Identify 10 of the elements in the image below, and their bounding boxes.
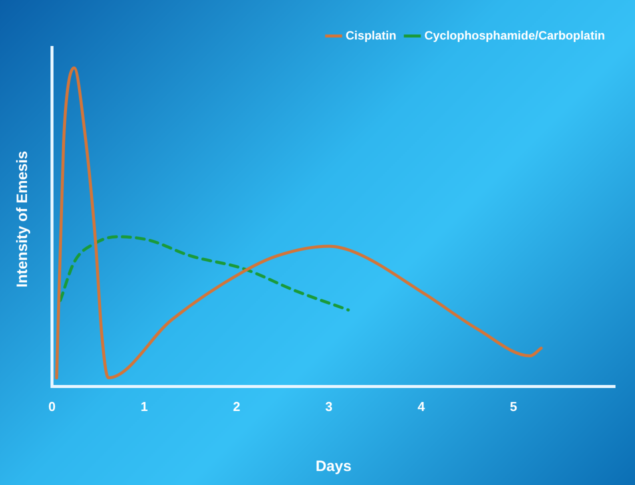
x-tick-label: 1 (140, 398, 148, 414)
legend-label: Cyclophosphamide/Carboplatin (424, 28, 605, 42)
x-axis-title: Days (316, 458, 352, 476)
y-axis-title: Intensity of Emesis (14, 150, 32, 288)
x-tick-label: 4 (418, 398, 426, 414)
x-tick-label: 2 (232, 398, 240, 414)
x-tick-label: 0 (48, 398, 56, 414)
x-tick-label: 3 (325, 398, 332, 414)
x-tick-label: 5 (510, 398, 518, 414)
legend-label: Cisplatin (346, 28, 396, 42)
